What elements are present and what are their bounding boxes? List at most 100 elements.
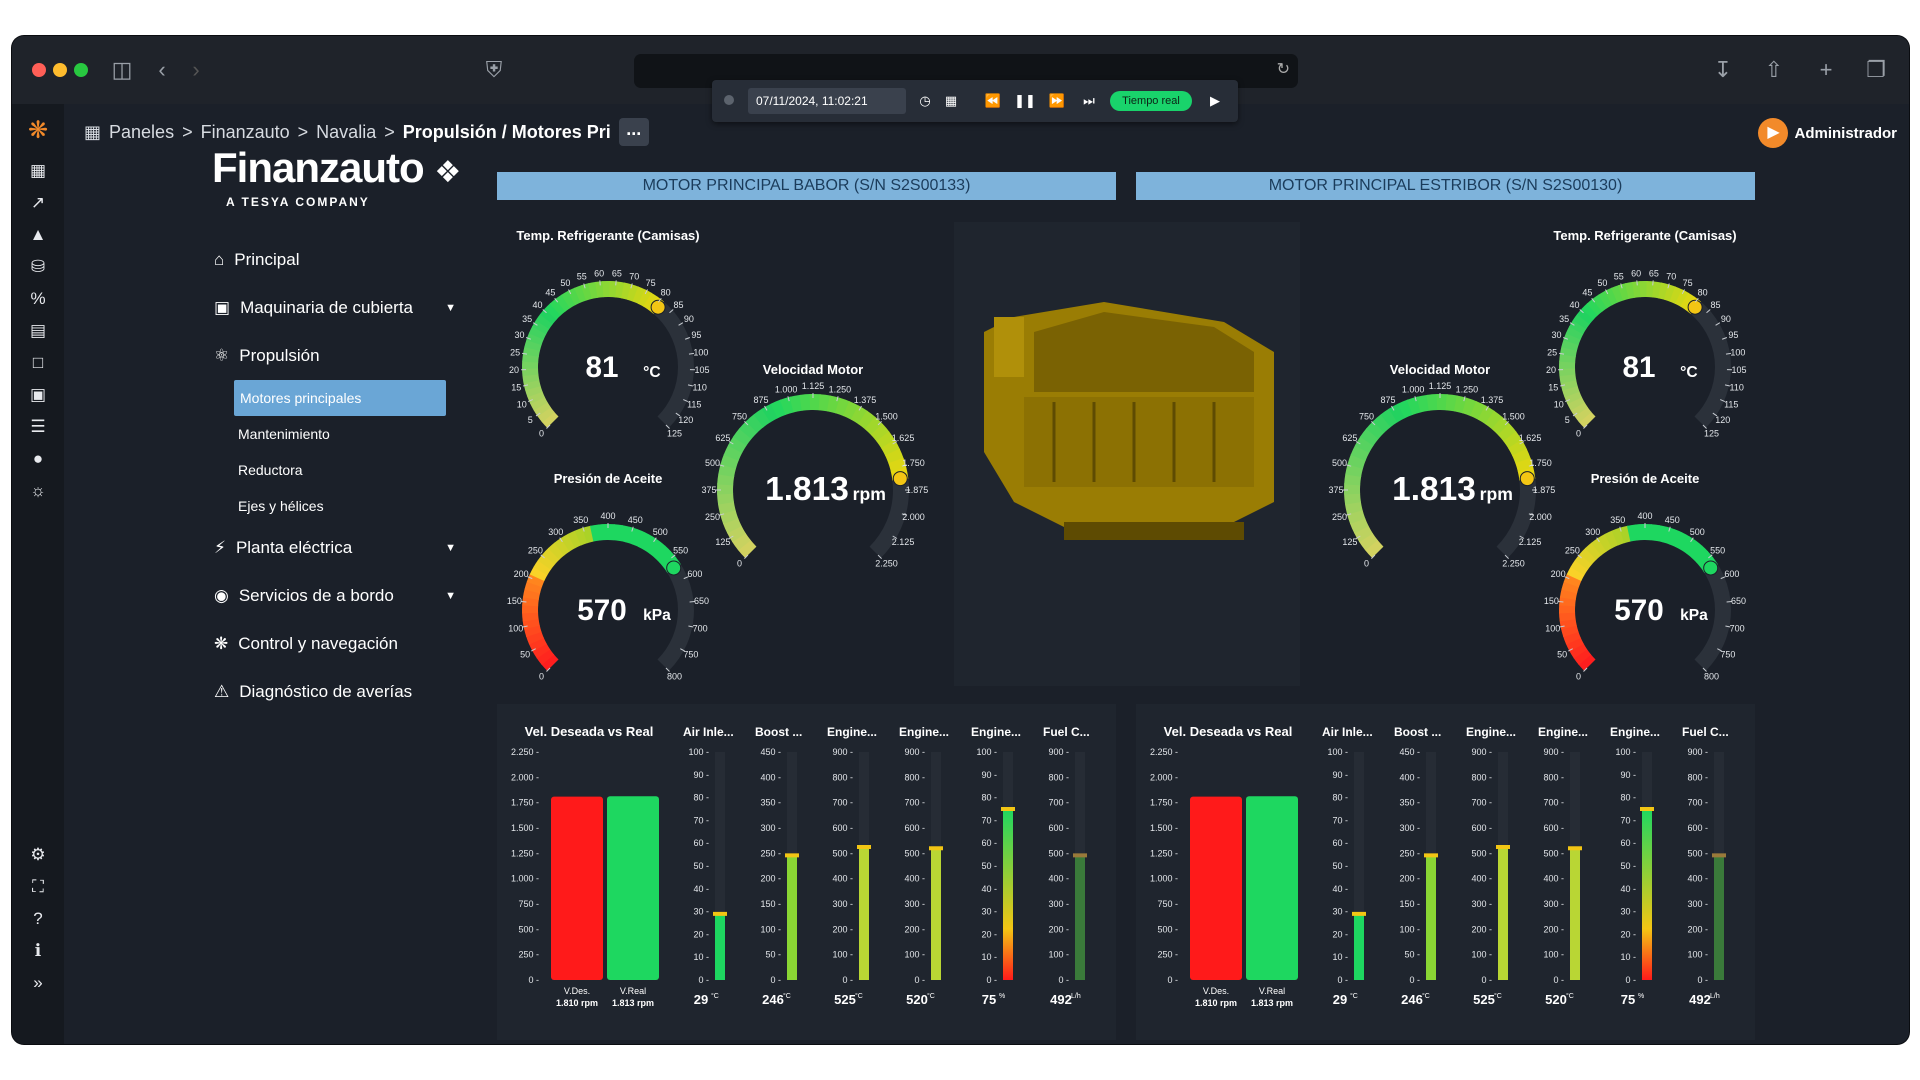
bar-axis-tick: 1.750 -	[511, 798, 539, 808]
gauge-arc-segment	[1561, 339, 1579, 351]
close-window-button[interactable]	[32, 63, 46, 77]
gauge-tick	[1572, 412, 1578, 417]
nav-item-propulsion[interactable]: ⚛ Propulsión	[214, 332, 464, 380]
gauge-arc-segment	[876, 431, 896, 449]
sidebar-toggle-icon[interactable]: ◫	[111, 57, 133, 82]
gauge-tick-label: 25	[1547, 347, 1557, 357]
gauge-arc-segment	[1344, 473, 1362, 486]
app-topbar: ▦ Paneles > Finanzauto > Navalia > Propulsi…	[64, 104, 1909, 162]
meter-tick: 0 -	[1058, 975, 1069, 985]
gauge-arc-segment	[526, 631, 544, 645]
gauge-tick-label: 2.250	[1502, 559, 1525, 569]
breadcrumb-item[interactable]: Paneles	[109, 121, 175, 142]
nav-item-control[interactable]: ❋ Control y navegación	[214, 620, 464, 668]
gauge-tick-label: 650	[1731, 596, 1746, 606]
nav-item-maquinaria[interactable]: ▣ Maquinaria de cubierta ▼	[214, 284, 464, 332]
meter-tick: 50 -	[1404, 950, 1420, 960]
gauge-arc-segment	[1388, 403, 1406, 423]
gauge-arc-segment	[1592, 294, 1608, 312]
expand-sidebar-icon[interactable]: »	[33, 973, 43, 992]
share-icon[interactable]: ⇧	[1764, 57, 1784, 82]
nav-sub-motores[interactable]: Motores principales	[234, 380, 446, 416]
alert-icon[interactable]: ▲	[29, 225, 47, 244]
gauge-tick-label: 875	[753, 395, 768, 405]
document-icon[interactable]: □	[32, 353, 44, 372]
users-icon[interactable]: ●	[32, 449, 44, 468]
new-tab-icon[interactable]: +	[1819, 57, 1833, 82]
skip-end-button[interactable]: ⏭	[1083, 93, 1095, 108]
gauge-tick-label: 5	[1565, 415, 1570, 425]
meter-title: Air Inle...	[1322, 725, 1373, 739]
gauge-tick	[1668, 526, 1671, 532]
gauge-title: Presión de Aceite	[554, 471, 663, 486]
gauge-arc-segment	[1462, 397, 1478, 417]
minimize-window-button[interactable]	[53, 63, 67, 77]
gauge-tick-label: 100	[693, 347, 708, 357]
zoom-window-button[interactable]	[74, 63, 88, 77]
gauge-tick	[719, 464, 725, 467]
nav-sub-ejes[interactable]: Ejes y hélices	[238, 498, 324, 514]
gauge-tick-label: 500	[653, 527, 668, 537]
comment-icon[interactable]: ▣	[29, 385, 47, 404]
reload-icon[interactable]: ↻	[1276, 61, 1290, 78]
download-icon[interactable]: ↧	[1713, 57, 1733, 82]
gauge-tick-label: 35	[1559, 314, 1569, 324]
gauge-tick	[527, 576, 533, 580]
realtime-toggle[interactable]: Tiempo real	[1110, 91, 1192, 111]
meter-tick: 70 -	[1620, 815, 1636, 825]
meter-tick: 50 -	[1620, 861, 1636, 871]
meter-tick: 30 -	[981, 907, 997, 917]
database-icon[interactable]: ⛁	[30, 257, 46, 276]
nav-item-servicios[interactable]: ◉ Servicios de a bordo ▼	[214, 572, 464, 620]
forward-icon[interactable]: ›	[192, 57, 200, 82]
gauge-tick-label: 1.125	[1429, 381, 1452, 391]
gauge-tick	[744, 421, 749, 426]
nav-item-principal[interactable]: ⌂ Principal	[214, 236, 464, 284]
nav-sub-reductora[interactable]: Reductora	[238, 462, 303, 478]
nav-item-planta[interactable]: ⚡ Planta eléctrica ▼	[214, 524, 464, 572]
info-icon[interactable]: ℹ	[34, 941, 42, 960]
gauge-tick-label: 1.125	[802, 381, 825, 391]
play-icon[interactable]: ▶	[1210, 93, 1220, 108]
gauge-arc-segment	[1497, 423, 1517, 442]
globe-icon[interactable]: ☼	[30, 481, 46, 500]
datetime-input[interactable]: 07/11/2024, 11:02:21	[748, 88, 906, 114]
shield-icon[interactable]: ⛨	[485, 57, 503, 82]
breadcrumb-item[interactable]: Finanzauto	[200, 121, 290, 142]
fullscreen-icon[interactable]: ⛶	[32, 877, 44, 896]
gauge-tick	[1558, 352, 1565, 355]
rewind-button[interactable]: ⏪	[984, 93, 1002, 108]
meter-tick: 0 -	[770, 975, 781, 985]
report-icon[interactable]: ▤	[29, 321, 47, 340]
help-icon[interactable]: ?	[33, 909, 43, 928]
gauge-tick-label: 1.625	[892, 433, 915, 443]
meter-tick: 200 -	[1048, 924, 1069, 934]
meter-level-marker	[1496, 845, 1510, 849]
nav-item-diagnostico[interactable]: ⚠ Diagnóstico de averías	[214, 668, 464, 716]
clock-icon[interactable]: ◷	[919, 93, 931, 108]
checklist-icon[interactable]: ☰	[30, 417, 46, 436]
pause-button[interactable]: ❚❚	[1014, 93, 1036, 108]
meter-tick: 100 -	[1399, 924, 1420, 934]
engine-3d-panel	[954, 222, 1300, 686]
gauge-arc-segment	[739, 420, 758, 440]
breadcrumb-item[interactable]: Navalia	[316, 121, 377, 142]
more-button[interactable]: ...	[618, 118, 649, 146]
gauge-tick	[1528, 513, 1534, 516]
nav-sub-mantenimiento[interactable]: Mantenimiento	[238, 426, 330, 442]
dashboards-icon[interactable]: ▦	[29, 161, 47, 180]
user-menu[interactable]: ▶ Administrador	[1758, 118, 1897, 148]
settings-icon[interactable]: ⚙	[30, 845, 46, 864]
percent-icon[interactable]: %	[30, 289, 46, 308]
meter-tick: 0 -	[698, 975, 709, 985]
chart-icon[interactable]: ↗	[30, 193, 46, 212]
tabs-overview-icon[interactable]: ❐	[1866, 57, 1886, 82]
calendar-icon[interactable]: ▦	[944, 93, 958, 108]
back-icon[interactable]: ‹	[158, 57, 166, 82]
fast-forward-button[interactable]: ⏩	[1048, 93, 1066, 108]
meter-tick: 900 -	[1471, 747, 1492, 757]
gauge-arc-segment	[1598, 290, 1613, 309]
gauge-arc-segment	[625, 526, 639, 545]
app-logo-icon[interactable]: ❋	[27, 117, 49, 144]
dashboard-nav: ⌂ Principal ▣ Maquinaria de cubierta ▼ ⚛ Pro…	[214, 236, 464, 716]
